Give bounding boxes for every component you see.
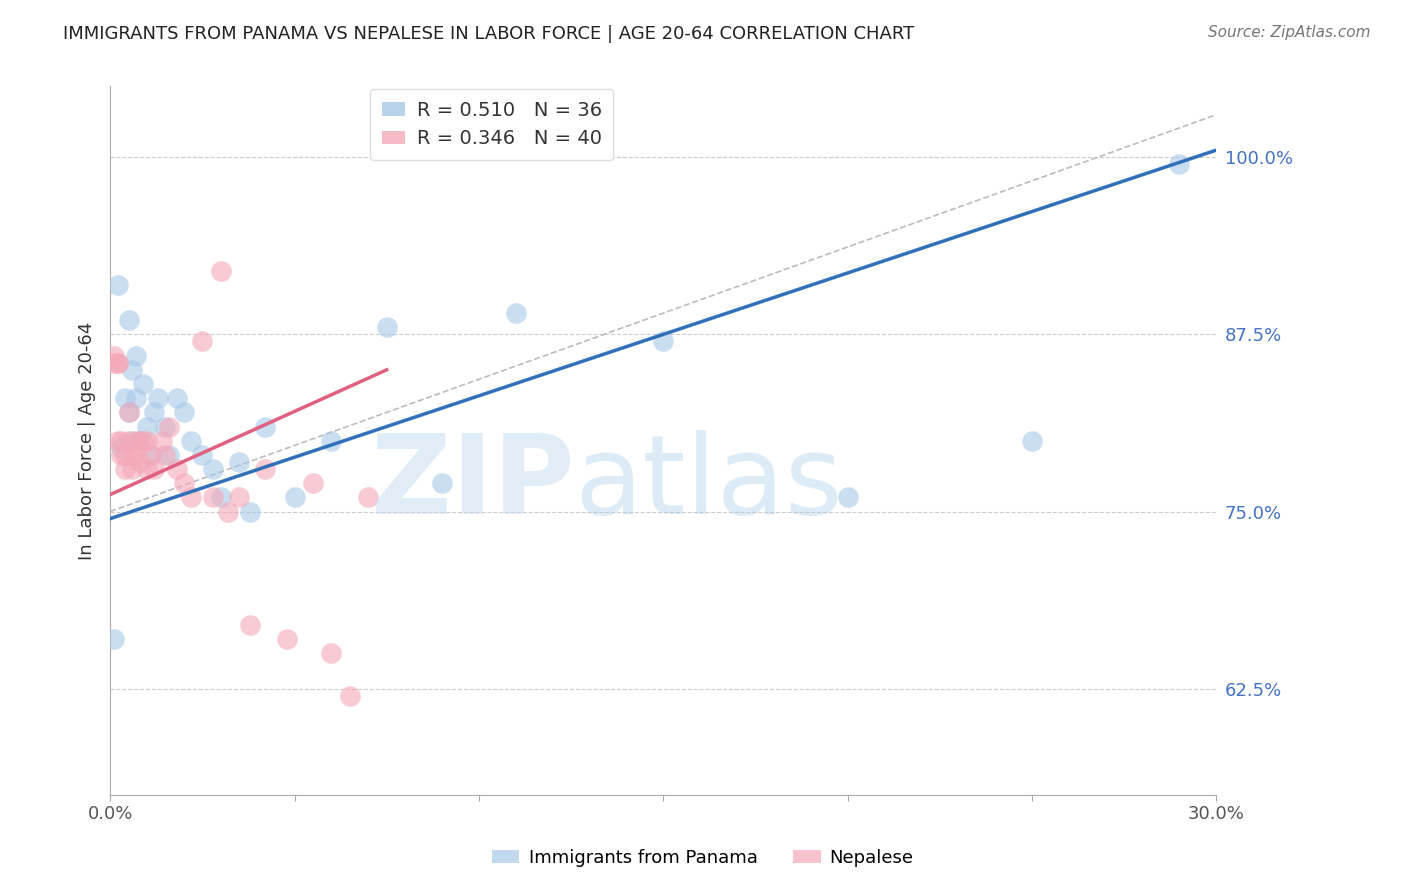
Point <box>321 434 343 448</box>
Text: Source: ZipAtlas.com: Source: ZipAtlas.com <box>1208 25 1371 40</box>
Point <box>430 476 453 491</box>
Point <box>202 462 225 476</box>
Point <box>117 405 139 419</box>
Point <box>191 448 214 462</box>
Point <box>228 455 250 469</box>
Point <box>128 434 150 448</box>
Point <box>157 419 180 434</box>
Point <box>110 448 132 462</box>
Legend: Immigrants from Panama, Nepalese: Immigrants from Panama, Nepalese <box>485 842 921 874</box>
Point <box>155 419 177 434</box>
Point <box>125 434 148 448</box>
Point <box>209 263 232 277</box>
Point <box>125 448 148 462</box>
Point <box>191 334 214 349</box>
Point <box>143 462 166 476</box>
Point <box>132 377 155 392</box>
Point <box>253 419 276 434</box>
Point <box>357 491 380 505</box>
Point <box>128 434 150 448</box>
Point <box>173 476 195 491</box>
Point <box>339 689 361 703</box>
Point <box>125 391 148 405</box>
Point <box>139 448 162 462</box>
Point <box>107 277 129 292</box>
Point <box>121 462 143 476</box>
Text: IMMIGRANTS FROM PANAMA VS NEPALESE IN LABOR FORCE | AGE 20-64 CORRELATION CHART: IMMIGRANTS FROM PANAMA VS NEPALESE IN LA… <box>63 25 914 43</box>
Point <box>125 349 148 363</box>
Point <box>107 434 129 448</box>
Point <box>128 455 150 469</box>
Text: ZIP: ZIP <box>371 430 575 537</box>
Point <box>146 391 169 405</box>
Point <box>103 356 125 370</box>
Point <box>239 618 262 632</box>
Point <box>136 434 159 448</box>
Point <box>107 356 129 370</box>
Y-axis label: In Labor Force | Age 20-64: In Labor Force | Age 20-64 <box>79 322 96 560</box>
Point <box>321 646 343 660</box>
Point <box>117 405 139 419</box>
Point <box>239 505 262 519</box>
Point <box>375 320 398 334</box>
Point <box>107 356 129 370</box>
Point <box>110 441 132 455</box>
Point <box>114 391 136 405</box>
Point <box>228 491 250 505</box>
Point <box>217 505 239 519</box>
Point <box>276 632 298 647</box>
Point <box>121 363 143 377</box>
Point <box>1021 434 1043 448</box>
Point <box>180 491 202 505</box>
Point <box>209 491 232 505</box>
Point <box>114 448 136 462</box>
Point <box>150 434 173 448</box>
Point <box>136 419 159 434</box>
Point <box>155 448 177 462</box>
Point <box>117 434 139 448</box>
Point <box>180 434 202 448</box>
Point <box>505 306 527 320</box>
Point <box>103 632 125 647</box>
Point <box>166 391 188 405</box>
Point <box>139 448 162 462</box>
Text: atlas: atlas <box>575 430 844 537</box>
Point <box>132 434 155 448</box>
Point <box>173 405 195 419</box>
Point <box>652 334 675 349</box>
Point <box>114 462 136 476</box>
Point <box>253 462 276 476</box>
Point <box>103 349 125 363</box>
Point <box>302 476 325 491</box>
Legend: R = 0.510   N = 36, R = 0.346   N = 40: R = 0.510 N = 36, R = 0.346 N = 40 <box>370 89 613 160</box>
Point <box>121 448 143 462</box>
Point <box>110 434 132 448</box>
Point <box>1168 157 1191 171</box>
Point <box>283 491 305 505</box>
Point <box>157 448 180 462</box>
Point <box>136 462 159 476</box>
Point <box>121 434 143 448</box>
Point <box>117 313 139 327</box>
Point <box>143 405 166 419</box>
Point <box>202 491 225 505</box>
Point <box>166 462 188 476</box>
Point <box>837 491 859 505</box>
